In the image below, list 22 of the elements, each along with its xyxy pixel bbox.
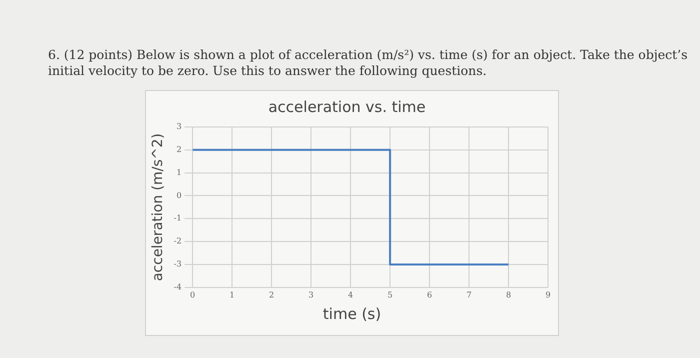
x-tick-label: 5 (387, 290, 393, 300)
y-tick-label: 1 (176, 168, 182, 177)
y-tick-label: -2 (174, 236, 182, 246)
x-tick-label: 9 (545, 290, 551, 300)
x-tick-label: 2 (269, 290, 274, 300)
x-tick-label: 1 (230, 290, 235, 300)
x-tick-label: 3 (308, 290, 314, 300)
y-tick-label: 2 (176, 144, 182, 154)
y-tick-label: -3 (174, 260, 182, 269)
x-axis-title: time (s) (322, 305, 382, 323)
x-tick-label: 0 (190, 290, 196, 300)
x-tick-label: 4 (348, 290, 354, 300)
x-tick-label: 8 (506, 290, 512, 300)
chart-title: acceleration vs. time (268, 98, 426, 116)
x-tick-label: 7 (466, 290, 472, 300)
text: 6. (12 points) Below is shown a plot of acceleration (m/s²) vs. time (s) for an object. Take the object’s initial velocity to be zero. Use this to answer the following questions. (48, 47, 688, 79)
y-tick-label: 3 (176, 122, 182, 132)
x-tick-label: 6 (426, 290, 432, 300)
y-tick-label: -1 (174, 214, 182, 223)
y-tick-label: 0 (176, 190, 182, 200)
y-tick-label: -4 (174, 282, 182, 292)
y-axis-title: acceleration (m/s^2) (150, 133, 166, 282)
